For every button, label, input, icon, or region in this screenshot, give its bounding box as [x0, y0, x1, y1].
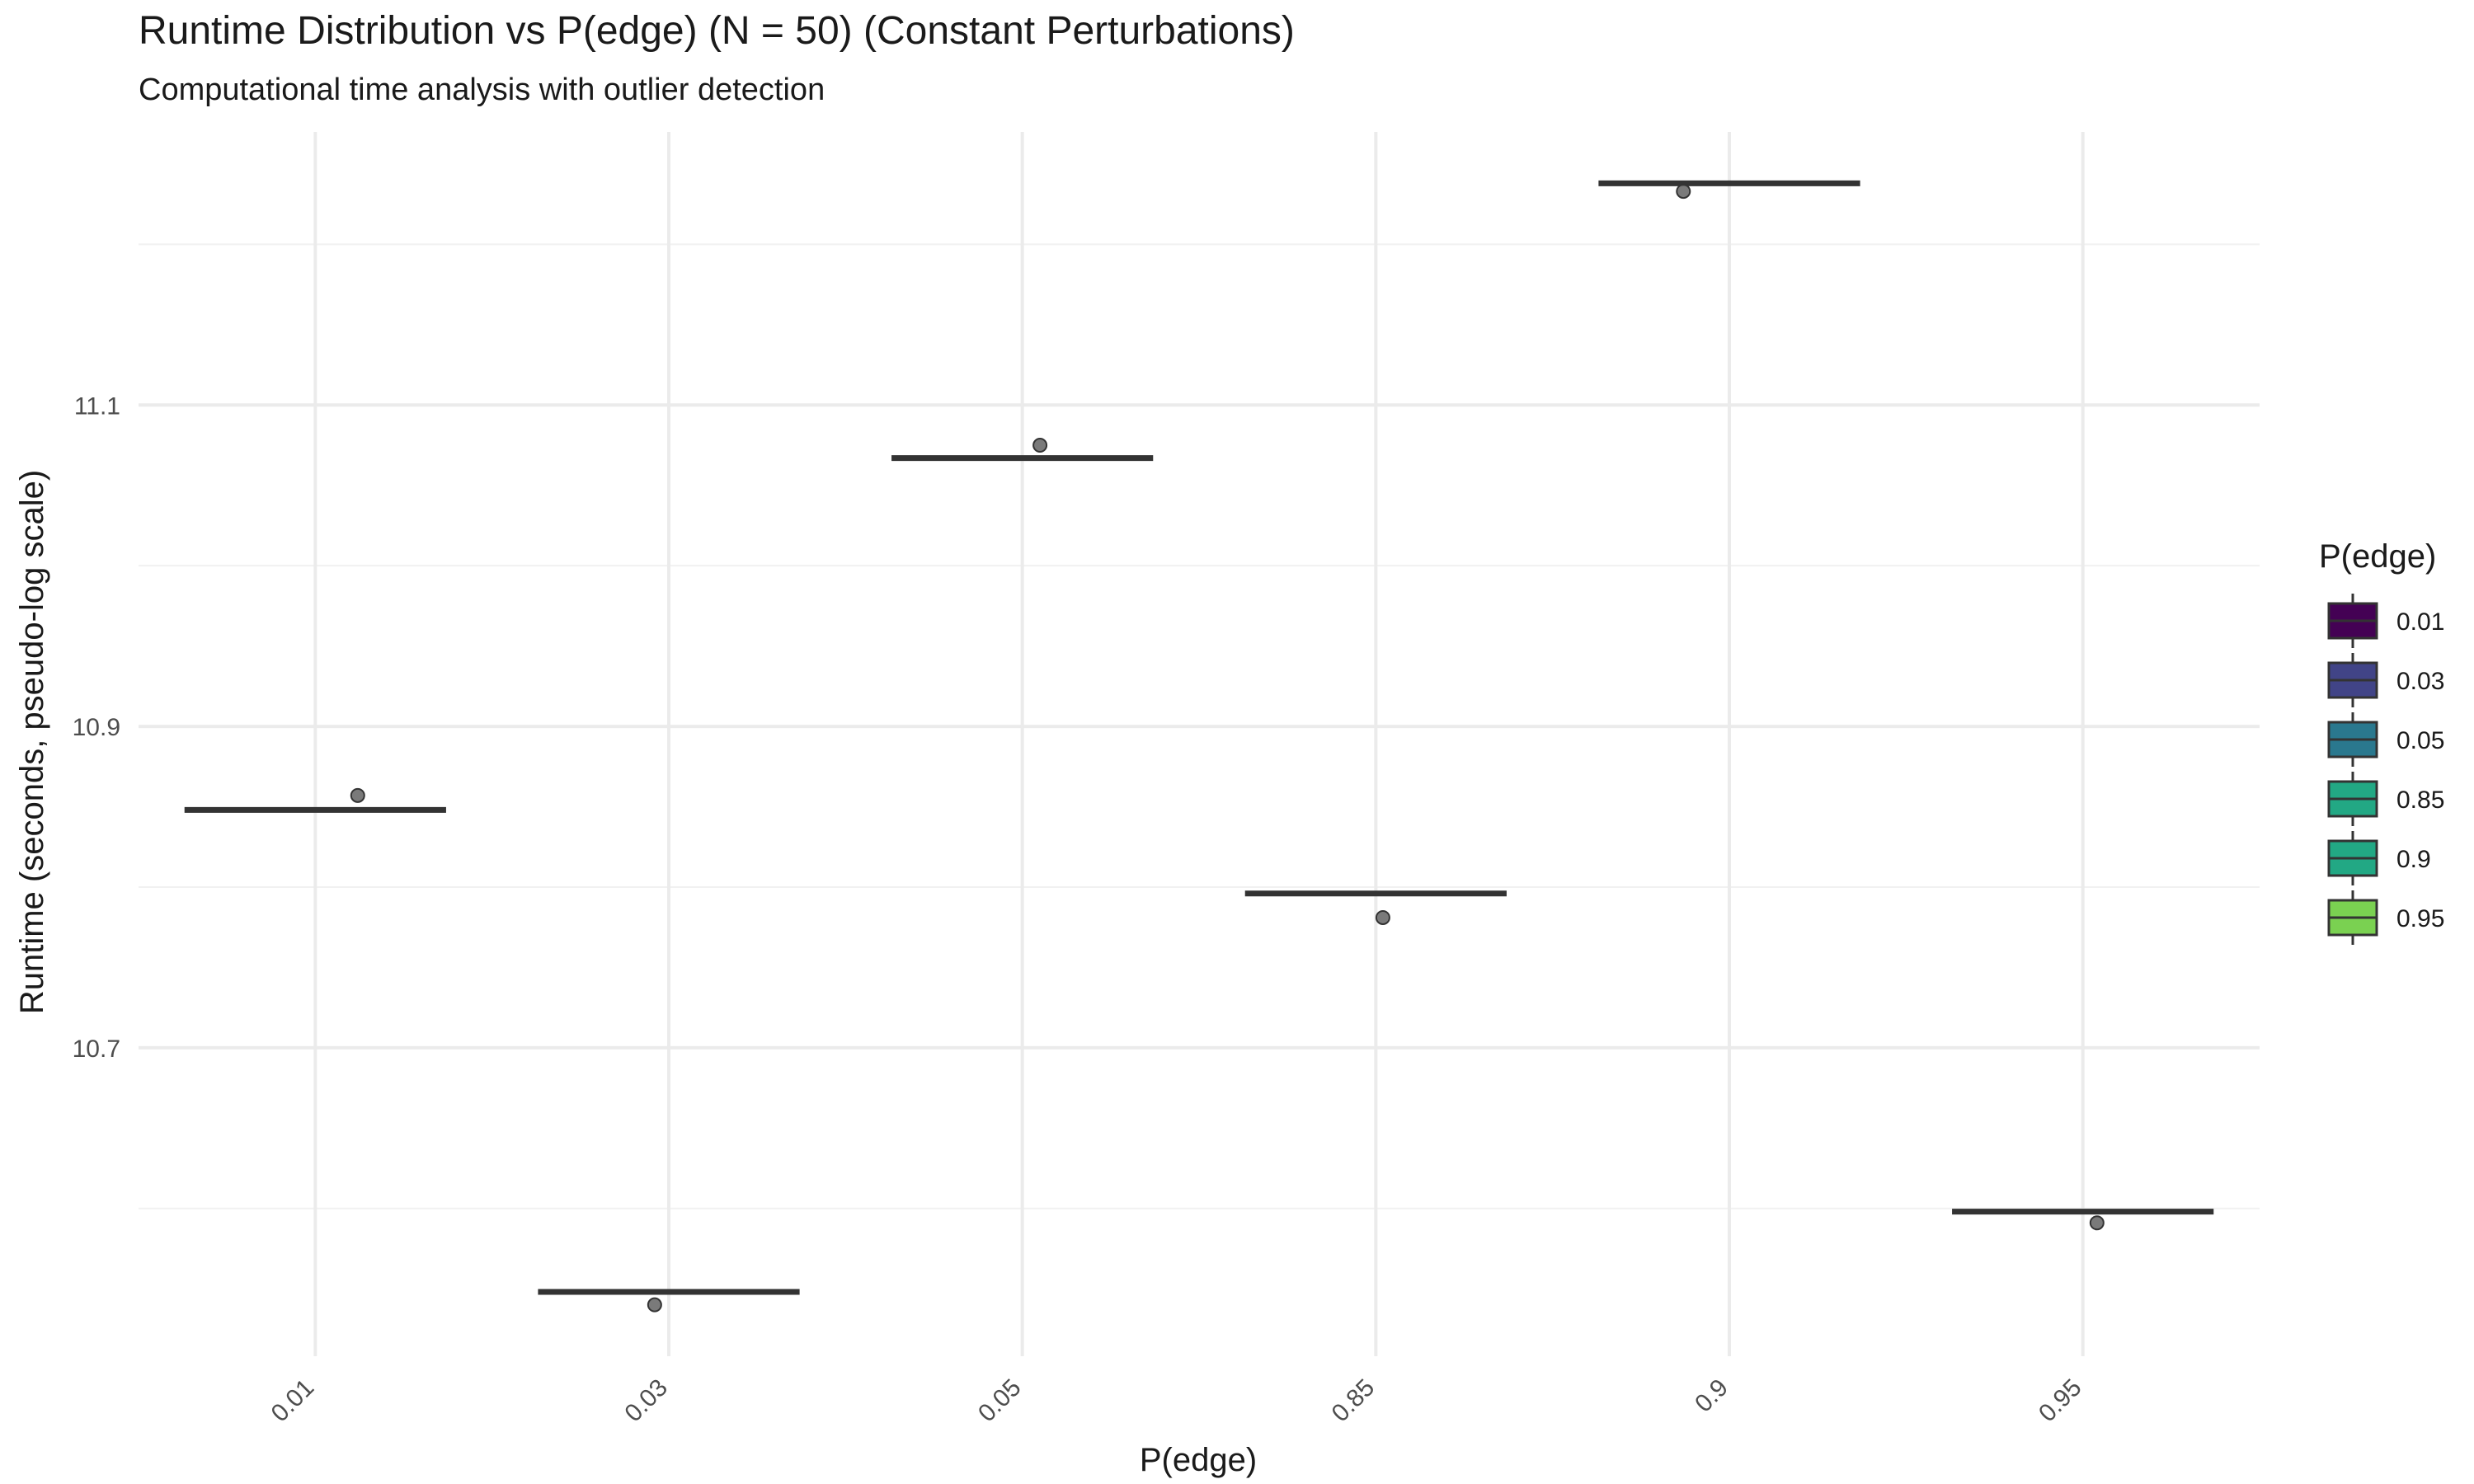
x-tick-label: 0.95 [2034, 1374, 2087, 1428]
legend-item-0.05: 0.05 [2327, 712, 2444, 767]
y-tick-label: 11.1 [74, 392, 120, 420]
data-point-0.05 [1032, 438, 1048, 453]
data-point-0.95 [2089, 1215, 2105, 1231]
legend-label: 0.9 [2396, 846, 2431, 873]
legend-label: 0.95 [2396, 905, 2444, 932]
x-axis-title: P(edge) [1140, 1442, 1257, 1478]
data-point-0.03 [647, 1297, 662, 1313]
y-axis-title: Runtime (seconds, pseudo-log scale) [14, 470, 50, 1014]
legend-item-0.85: 0.85 [2327, 772, 2444, 826]
chart-subtitle: Computational time analysis with outlier… [139, 73, 825, 107]
legend-label: 0.05 [2396, 727, 2444, 754]
y-tick-labels: 10.7 10.9 11.1 [73, 392, 120, 1063]
x-tick-label: 0.01 [266, 1374, 320, 1428]
data-point-0.9 [1676, 184, 1691, 200]
legend: 0.01 0.03 0.05 0.85 0.9 0.95 [2327, 594, 2444, 945]
chart-title: Runtime Distribution vs P(edge) (N = 50)… [139, 9, 1295, 53]
x-tick-label: 0.03 [619, 1374, 673, 1428]
legend-label: 0.03 [2396, 668, 2444, 695]
data-point-0.85 [1375, 909, 1390, 925]
y-tick-label: 10.9 [73, 714, 120, 741]
legend-label: 0.01 [2396, 608, 2444, 636]
legend-item-0.9: 0.9 [2327, 831, 2431, 885]
data-point-0.01 [350, 787, 365, 803]
x-tick-label: 0.05 [973, 1374, 1027, 1428]
legend-item-0.03: 0.03 [2327, 653, 2444, 707]
grid-layer [139, 132, 2260, 1356]
marks-layer [184, 180, 2214, 1313]
y-tick-label: 10.7 [73, 1036, 120, 1063]
legend-title: P(edge) [2319, 538, 2436, 575]
legend-item-0.95: 0.95 [2327, 890, 2444, 945]
x-tick-labels: 0.01 0.03 0.05 0.85 0.9 0.95 [266, 1374, 2087, 1428]
x-tick-label: 0.85 [1327, 1374, 1380, 1428]
x-tick-label: 0.9 [1690, 1374, 1733, 1418]
legend-label: 0.85 [2396, 787, 2444, 814]
legend-item-0.01: 0.01 [2327, 594, 2444, 648]
